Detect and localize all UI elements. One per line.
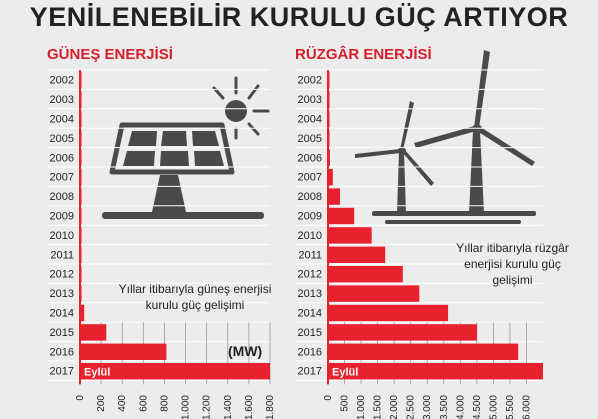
wind-tick-label: 2.000 xyxy=(389,395,400,419)
solar-tick-label: 200 xyxy=(96,395,107,412)
wind-category-label: 2006 xyxy=(298,152,322,164)
solar-category-label: 2009 xyxy=(50,211,74,223)
wind-tick-label: 500 xyxy=(340,395,351,412)
solar-category-label: 2003 xyxy=(50,94,74,106)
wind-category-label: 2013 xyxy=(298,288,322,300)
solar-tick-label: 1.400 xyxy=(223,395,234,419)
solar-category-label: 2010 xyxy=(50,230,74,242)
solar-bar-2012 xyxy=(80,266,82,283)
solar-panel-icon xyxy=(102,76,270,219)
solar-category-label: 2015 xyxy=(50,327,74,339)
solar-tick-label: 1.800 xyxy=(265,395,276,419)
solar-bar-2014 xyxy=(80,304,85,322)
solar-tick-label: 1.000 xyxy=(181,395,192,419)
solar-category-label: 2008 xyxy=(50,191,74,203)
wind-category-label: 2002 xyxy=(298,75,322,87)
wind-bar-2004 xyxy=(328,110,330,128)
wind-category-label: 2017 xyxy=(298,366,322,378)
wind-tick-label: 4.500 xyxy=(472,395,483,419)
solar-month-label: Eylül xyxy=(84,367,110,379)
solar-bar-2017 xyxy=(80,363,270,380)
solar-category-label: 2004 xyxy=(50,114,74,126)
wind-bar-2015 xyxy=(328,324,477,341)
solar-category-label: 2007 xyxy=(50,172,74,184)
wind-turbine-icon xyxy=(355,50,536,224)
solar-bar-2009 xyxy=(80,207,82,225)
wind-bar-2010 xyxy=(328,227,372,244)
wind-bar-2011 xyxy=(328,246,386,263)
solar-bar-2006 xyxy=(80,149,82,166)
solar-category-label: 2014 xyxy=(50,308,74,320)
wind-tick-label: 5.500 xyxy=(505,395,516,419)
solar-category-label: 2017 xyxy=(50,366,74,378)
wind-bar-2005 xyxy=(328,130,330,147)
solar-category-label: 2016 xyxy=(50,346,74,358)
solar-bar-2002 xyxy=(80,72,82,89)
wind-category-label: 2007 xyxy=(298,172,322,184)
solar-bar-2015 xyxy=(80,324,107,341)
wind-category-label: 2016 xyxy=(298,346,322,358)
wind-tick-label: 4.000 xyxy=(455,395,466,419)
wind-category-label: 2011 xyxy=(298,249,322,261)
wind-tick-label: 3.000 xyxy=(422,395,433,419)
solar-tick-label: 800 xyxy=(159,395,170,412)
solar-tick-label: 1.200 xyxy=(202,395,213,419)
wind-bar-2013 xyxy=(328,285,420,302)
wind-bar-2014 xyxy=(328,304,449,322)
wind-category-label: 2015 xyxy=(298,327,322,339)
solar-bar-2007 xyxy=(80,169,82,186)
wind-category-label: 2004 xyxy=(298,114,322,126)
solar-bar-2011 xyxy=(80,246,82,263)
wind-bar-2009 xyxy=(328,207,355,225)
wind-bar-2012 xyxy=(328,266,403,283)
wind-tick-label: 0 xyxy=(323,395,334,401)
wind-bar-2017 xyxy=(328,363,543,380)
wind-category-label: 2008 xyxy=(298,191,322,203)
wind-note: Yıllar itibarıyla rüzgâr enerjisi kurulu… xyxy=(456,241,569,287)
solar-category-label: 2005 xyxy=(50,133,74,145)
wind-tick-label: 3.500 xyxy=(439,395,450,419)
solar-chart-title: GÜNEŞ ENERJİSİ xyxy=(47,46,173,63)
wind-tick-label: 6.000 xyxy=(521,395,532,419)
wind-category-label: 2010 xyxy=(298,230,322,242)
solar-bar-2004 xyxy=(80,110,82,128)
unit-label: (MW) xyxy=(228,343,263,359)
solar-tick-label: 600 xyxy=(138,395,149,412)
wind-month-label: Eylül xyxy=(332,367,358,379)
solar-tick-label: 0 xyxy=(75,395,86,401)
solar-bar-2013 xyxy=(80,285,82,302)
solar-bar-2003 xyxy=(80,91,82,108)
solar-bar-2010 xyxy=(80,227,82,244)
wind-tick-label: 5.000 xyxy=(488,395,499,419)
wind-chart-title: RÜZGÂR ENERJİSİ xyxy=(295,46,432,63)
wind-bar-2006 xyxy=(328,149,330,166)
wind-category-label: 2012 xyxy=(298,269,322,281)
wind-category-label: 2009 xyxy=(298,211,322,223)
wind-tick-label: 2.500 xyxy=(406,395,417,419)
wind-tick-label: 1.000 xyxy=(356,395,367,419)
solar-note: Yıllar itibarıyla güneş enerjisi kurulu … xyxy=(118,282,272,312)
page-title: YENİLENEBİLİR KURULU GÜÇ ARTIYOR xyxy=(29,2,569,32)
solar-category-label: 2006 xyxy=(50,152,74,164)
solar-category-label: 2011 xyxy=(50,249,74,261)
solar-bar-2005 xyxy=(80,130,82,147)
wind-tick-label: 1.500 xyxy=(373,395,384,419)
solar-category-label: 2013 xyxy=(50,288,74,300)
solar-tick-label: 400 xyxy=(117,395,128,412)
wind-bar-2008 xyxy=(328,188,341,205)
wind-bar-2007 xyxy=(328,169,333,186)
solar-category-label: 2012 xyxy=(50,269,74,281)
wind-bar-2002 xyxy=(328,72,330,89)
solar-bar-2008 xyxy=(80,188,82,205)
solar-category-label: 2002 xyxy=(50,75,74,87)
solar-tick-label: 1.600 xyxy=(244,395,255,419)
wind-category-label: 2005 xyxy=(298,133,322,145)
wind-category-label: 2003 xyxy=(298,94,322,106)
wind-bar-2003 xyxy=(328,91,330,108)
solar-bar-2016 xyxy=(80,343,167,360)
wind-category-label: 2014 xyxy=(298,308,322,320)
wind-bar-2016 xyxy=(328,343,519,360)
